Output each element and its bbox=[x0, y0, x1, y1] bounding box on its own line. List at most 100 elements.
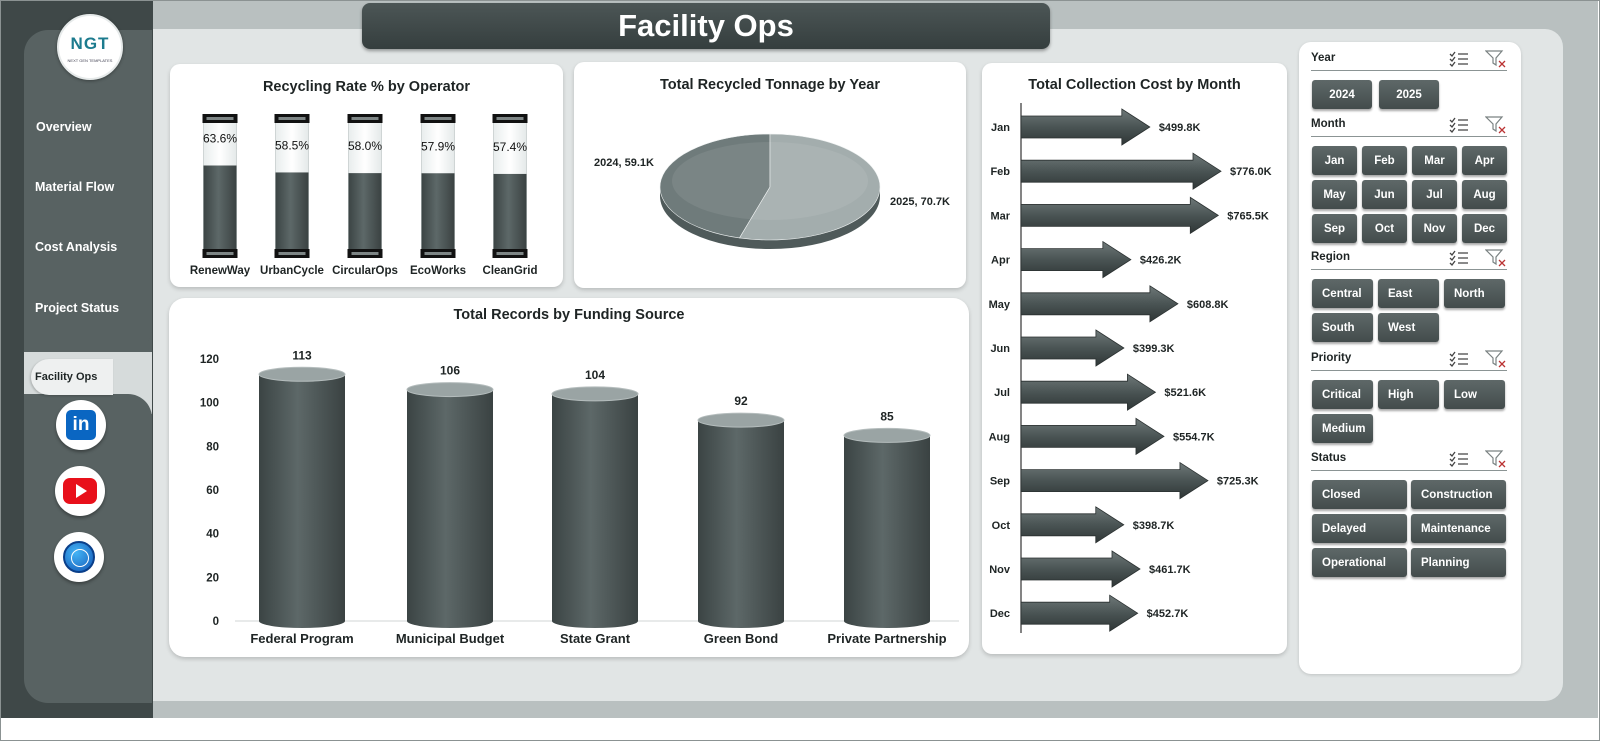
fund-ytick-120: 120 bbox=[200, 354, 219, 366]
cost-arrow-mar bbox=[1020, 196, 1220, 235]
slicer-region-north[interactable]: North bbox=[1444, 279, 1505, 308]
clear-filter-icon[interactable] bbox=[1485, 249, 1507, 267]
clear-filter-icon[interactable] bbox=[1485, 350, 1507, 368]
slicer-region-west[interactable]: West bbox=[1378, 313, 1439, 342]
logo: NGT NEXT GEN TEMPLATES bbox=[57, 14, 123, 80]
sidebar-curve-top bbox=[24, 290, 152, 352]
fund-bar-top-private-partnership bbox=[843, 427, 931, 443]
slicer-status-construction[interactable]: Construction bbox=[1411, 480, 1506, 509]
rate-label-ecoworks: 57.9% bbox=[421, 139, 455, 153]
rate-category-renewway: RenewWay bbox=[190, 265, 251, 277]
multi-select-icon[interactable] bbox=[1449, 51, 1469, 67]
slicer-month-nov[interactable]: Nov bbox=[1412, 214, 1457, 243]
linkedin-button[interactable]: in bbox=[56, 400, 106, 450]
slicer-priority-medium[interactable]: Medium bbox=[1312, 414, 1373, 443]
cost-arrow-feb bbox=[1020, 152, 1222, 190]
slicer-month-aug[interactable]: Aug bbox=[1462, 180, 1507, 209]
slicer-region-south[interactable]: South bbox=[1312, 313, 1373, 342]
cost-category-oct: Oct bbox=[992, 520, 1011, 532]
recycled-tonnage-title: Total Recycled Tonnage by Year bbox=[660, 77, 880, 93]
sidebar-item-cost-analysis[interactable]: Cost Analysis bbox=[35, 240, 118, 254]
cost-arrow-dec bbox=[1020, 594, 1139, 632]
cost-label-jul: $521.6K bbox=[1164, 387, 1206, 399]
youtube-button[interactable] bbox=[55, 466, 105, 516]
cost-category-sep: Sep bbox=[990, 476, 1010, 488]
fund-bar-top-state-grant bbox=[551, 386, 639, 402]
slicer-month-oct[interactable]: Oct bbox=[1362, 214, 1407, 243]
collection-cost-title: Total Collection Cost by Month bbox=[1028, 77, 1241, 93]
cost-label-apr: $426.2K bbox=[1140, 255, 1182, 267]
slicer-priority-low[interactable]: Low bbox=[1444, 380, 1505, 409]
cost-arrow-nov bbox=[1020, 550, 1141, 588]
slicer-month-jul[interactable]: Jul bbox=[1412, 180, 1457, 209]
rate-category-cleangrid: CleanGrid bbox=[483, 265, 538, 277]
recycling-rate-title: Recycling Rate % by Operator bbox=[262, 79, 471, 95]
sidebar-item-overview[interactable]: Overview bbox=[36, 120, 92, 134]
clear-filter-icon[interactable] bbox=[1485, 450, 1507, 468]
slicer-year-2025[interactable]: 2025 bbox=[1379, 80, 1439, 109]
rate-label-circularops: 58.0% bbox=[348, 139, 382, 153]
sidebar-item-material-flow[interactable]: Material Flow bbox=[35, 180, 115, 194]
fund-bar-municipal-budget bbox=[407, 389, 493, 628]
cost-arrow-jan bbox=[1020, 108, 1151, 146]
fund-ytick-20: 20 bbox=[206, 572, 219, 584]
rate-bar-urbancycle bbox=[275, 172, 309, 252]
rate-cap-shine-urbancycle bbox=[278, 117, 306, 120]
slicer-priority-high[interactable]: High bbox=[1378, 380, 1439, 409]
slicer-status-closed[interactable]: Closed bbox=[1312, 480, 1407, 509]
slicer-month-dec[interactable]: Dec bbox=[1462, 214, 1507, 243]
rate-bar-circularops bbox=[348, 173, 382, 252]
multi-select-icon[interactable] bbox=[1449, 250, 1469, 266]
cost-arrow-jun bbox=[1020, 329, 1125, 367]
slicer-region-east[interactable]: East bbox=[1378, 279, 1439, 308]
cost-label-oct: $398.7K bbox=[1133, 520, 1175, 532]
slicer-status-delayed[interactable]: Delayed bbox=[1312, 514, 1407, 543]
slicer-status-maintenance[interactable]: Maintenance bbox=[1411, 514, 1506, 543]
rate-cap-shine2-ecoworks bbox=[424, 252, 452, 255]
collection-cost-card: Total Collection Cost by Month Jan $499.8… bbox=[982, 63, 1287, 654]
website-button[interactable] bbox=[54, 532, 104, 582]
cost-arrow-sep bbox=[1020, 461, 1209, 500]
fund-ytick-60: 60 bbox=[206, 485, 219, 497]
pie-slice-2025 bbox=[739, 133, 881, 241]
slicer-month-feb[interactable]: Feb bbox=[1362, 146, 1407, 175]
rate-cap-shine2-renewway bbox=[206, 252, 234, 255]
records-funding-title: Total Records by Funding Source bbox=[453, 307, 685, 323]
slicer-year-2024[interactable]: 2024 bbox=[1312, 80, 1372, 109]
slicer-month-mar[interactable]: Mar bbox=[1412, 146, 1457, 175]
cost-arrow-aug bbox=[1020, 417, 1165, 456]
fund-category-federal-program: Federal Program bbox=[250, 631, 353, 646]
slicer-status-operational[interactable]: Operational bbox=[1312, 548, 1407, 577]
slicer-priority-critical[interactable]: Critical bbox=[1312, 380, 1373, 409]
slicer-title-priority: Priority bbox=[1311, 352, 1352, 364]
recycling-rate-chart: 63.6% RenewWay 58.5% UrbanCycle 58.0% Circula… bbox=[190, 114, 538, 277]
slicer-month-may[interactable]: May bbox=[1312, 180, 1357, 209]
rate-bar-renewway bbox=[203, 165, 237, 252]
globe-icon bbox=[63, 541, 95, 573]
fund-category-municipal-budget: Municipal Budget bbox=[396, 631, 505, 646]
rate-cap-shine-cleangrid bbox=[496, 117, 524, 120]
slicer-month-sep[interactable]: Sep bbox=[1312, 214, 1357, 243]
cost-label-nov: $461.7K bbox=[1149, 564, 1191, 576]
slicer-month-apr[interactable]: Apr bbox=[1462, 146, 1507, 175]
sidebar-item-facility-ops[interactable]: Facility Ops bbox=[31, 359, 113, 395]
fund-bar-top-municipal-budget bbox=[406, 382, 494, 398]
multi-select-icon[interactable] bbox=[1449, 351, 1469, 367]
rate-category-ecoworks: EcoWorks bbox=[410, 265, 466, 277]
slicer-title-region: Region bbox=[1311, 251, 1350, 263]
clear-filter-icon[interactable] bbox=[1485, 116, 1507, 134]
pie-side-wall bbox=[660, 187, 880, 249]
multi-select-icon[interactable] bbox=[1449, 117, 1469, 133]
rate-cap-shine2-urbancycle bbox=[278, 252, 306, 255]
multi-select-icon[interactable] bbox=[1449, 451, 1469, 467]
sidebar-item-project-status[interactable]: Project Status bbox=[35, 301, 120, 315]
slicer-status-planning[interactable]: Planning bbox=[1411, 548, 1506, 577]
cost-label-dec: $452.7K bbox=[1147, 608, 1189, 620]
slicer-header-region: Region bbox=[1311, 248, 1507, 270]
slicer-region-central[interactable]: Central bbox=[1312, 279, 1373, 308]
clear-filter-icon[interactable] bbox=[1485, 50, 1507, 68]
slicer-month-jan[interactable]: Jan bbox=[1312, 146, 1357, 175]
cost-label-feb: $776.0K bbox=[1230, 166, 1272, 178]
recycled-tonnage-card: Total Recycled Tonnage by Year 2024, 59.… bbox=[574, 62, 966, 288]
slicer-month-jun[interactable]: Jun bbox=[1362, 180, 1407, 209]
